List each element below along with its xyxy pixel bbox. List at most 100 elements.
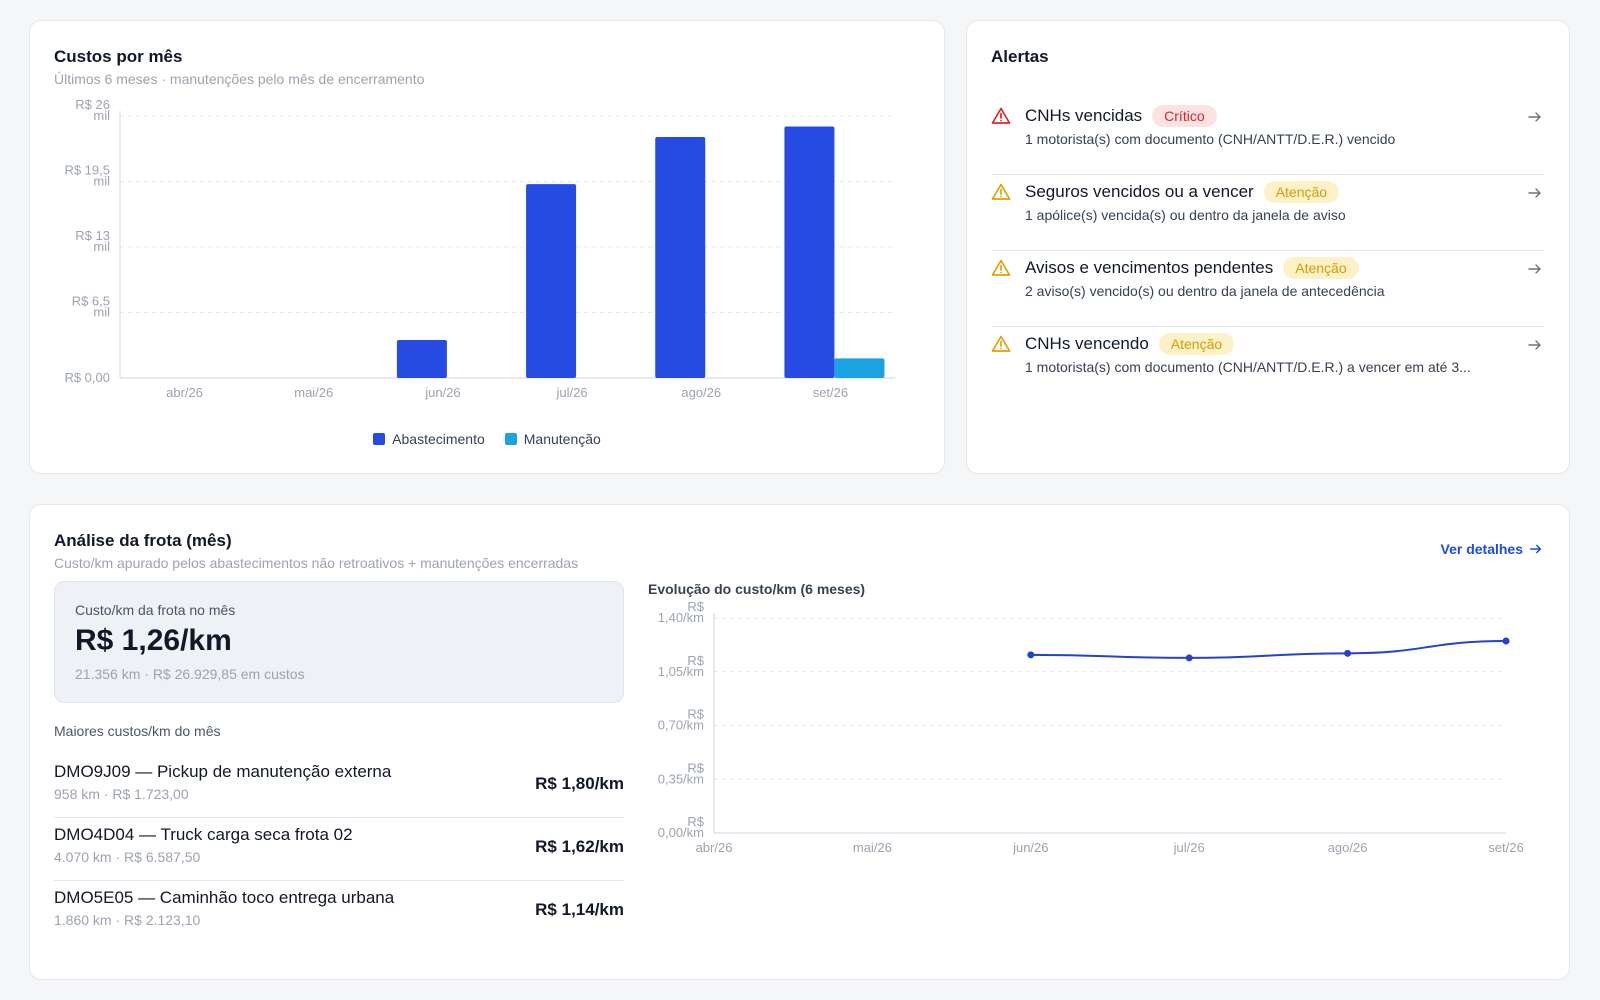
data-point <box>1185 654 1193 662</box>
x-tick-label: jul/26 <box>556 385 588 400</box>
alert-triangle-icon <box>991 183 1011 200</box>
y-tick-label: R$ 26 mil <box>75 97 110 123</box>
view-details-label: Ver detalhes <box>1440 541 1524 557</box>
alert-title: CNHs vencidas <box>1025 106 1143 125</box>
alert-triangle-icon <box>991 335 1011 352</box>
bar-fuel <box>526 184 577 378</box>
data-point <box>1502 637 1510 645</box>
list-item[interactable]: DMO4D04 — Truck carga seca frota 02 4.07… <box>54 818 624 881</box>
bar-fuel <box>784 126 835 378</box>
alerts-title: Alertas <box>991 47 1049 66</box>
fleet-analysis-card: Análise da frota (mês) Custo/km apurado … <box>29 504 1570 980</box>
x-tick-label: set/26 <box>813 385 848 400</box>
x-tick-label: abr/26 <box>696 840 733 855</box>
alert-head: CNHs vencidas Crítico <box>1025 105 1217 127</box>
data-point <box>1027 651 1035 659</box>
x-tick-label: abr/26 <box>166 385 203 400</box>
legend-swatch-fuel <box>373 433 386 445</box>
alert-title: Avisos e vencimentos pendentes <box>1025 258 1274 277</box>
x-tick-label: mai/26 <box>853 840 892 855</box>
arrow-right-icon[interactable] <box>1527 185 1543 201</box>
y-tick-label: R$ 0,35/km <box>658 760 705 786</box>
metric-label: Custo/km da frota no mês <box>75 602 236 618</box>
top-costs-list: DMO9J09 — Pickup de manutenção externa 9… <box>54 755 624 944</box>
vehicle-cost-per-km: R$ 1,14/km <box>535 900 624 919</box>
bar-fuel <box>655 136 706 378</box>
status-badge: Atenção <box>1158 333 1235 355</box>
line-chart-title: Evolução do custo/km (6 meses) <box>648 581 866 597</box>
vehicle-stats: 958 km · R$ 1.723,00 <box>54 786 189 802</box>
top-costs-label: Maiores custos/km do mês <box>54 723 221 739</box>
fleet-cost-metric: Custo/km da frota no mês R$ 1,26/km 21.3… <box>54 581 624 703</box>
fleet-title: Análise da frota (mês) <box>54 531 232 550</box>
arrow-right-icon <box>1529 544 1542 554</box>
costs-bar-chart: R$ 0,00 R$ 6,5 mil R$ 13 mil R$ 19,5 mil R$ 26 m… <box>64 97 895 400</box>
costs-title: Custos por mês <box>54 47 183 66</box>
y-tick-label: R$ 1,05/km <box>658 653 705 679</box>
x-tick-label: ago/26 <box>1328 840 1368 855</box>
vehicle-stats: 4.070 km · R$ 6.587,50 <box>54 849 201 865</box>
alert-title: Seguros vencidos ou a vencer <box>1025 182 1254 201</box>
metric-subtext: 21.356 km · R$ 26.929,85 em custos <box>75 666 305 682</box>
arrow-right-icon[interactable] <box>1527 337 1543 353</box>
alert-head: CNHs vencendo Atenção <box>1025 333 1235 355</box>
alert-item[interactable]: CNHs vencidas Crítico 1 motorista(s) com… <box>991 99 1545 175</box>
alert-head: Seguros vencidos ou a vencer Atenção <box>1025 181 1340 203</box>
status-badge: Atenção <box>1263 181 1340 203</box>
vehicle-name: DMO5E05 — Caminhão toco entrega urbana <box>54 888 395 907</box>
arrow-right-icon[interactable] <box>1527 109 1543 125</box>
vehicle-stats: 1.860 km · R$ 2.123,10 <box>54 912 201 928</box>
legend-swatch-maintenance <box>504 433 517 445</box>
x-tick-label: jun/26 <box>424 385 460 400</box>
y-tick-label: R$ 1,40/km <box>658 599 705 625</box>
bar-fuel <box>396 340 447 378</box>
vehicle-name: DMO9J09 — Pickup de manutenção externa <box>54 762 392 781</box>
alert-title: CNHs vencendo <box>1025 334 1149 353</box>
y-tick-label: R$ 0,70/km <box>658 707 705 733</box>
alert-description: 1 motorista(s) com documento (CNH/ANTT/D… <box>1025 131 1396 147</box>
y-tick-label: R$ 0,00 <box>64 370 110 385</box>
x-tick-label: jul/26 <box>1173 840 1205 855</box>
x-tick-label: jun/26 <box>1012 840 1048 855</box>
alert-item[interactable]: CNHs vencendo Atenção 1 motorista(s) com… <box>991 327 1545 403</box>
alert-description: 1 motorista(s) com documento (CNH/ANTT/D… <box>1025 359 1471 375</box>
y-tick-label: R$ 6,5 mil <box>72 294 110 320</box>
metric-value: R$ 1,26/km <box>75 624 232 657</box>
x-tick-label: mai/26 <box>294 385 333 400</box>
costs-card: Custos por mês Últimos 6 meses · manuten… <box>29 20 945 474</box>
vehicle-cost-per-km: R$ 1,80/km <box>535 774 624 793</box>
alert-description: 2 aviso(s) vencido(s) ou dentro da janel… <box>1025 283 1385 299</box>
x-tick-label: set/26 <box>1488 840 1523 855</box>
status-badge: Crítico <box>1152 105 1217 127</box>
legend-label-fuel: Abastecimento <box>392 431 485 447</box>
view-details-link[interactable]: Ver detalhes <box>1441 541 1544 557</box>
arrow-right-icon[interactable] <box>1527 261 1543 277</box>
alerts-list: CNHs vencidas Crítico 1 motorista(s) com… <box>991 99 1545 403</box>
alerts-card: Alertas CNHs vencidas Crítico 1 motorist… <box>966 20 1570 474</box>
alert-item[interactable]: Seguros vencidos ou a vencer Atenção 1 a… <box>991 175 1545 251</box>
status-badge: Atenção <box>1283 257 1359 279</box>
vehicle-cost-per-km: R$ 1,62/km <box>535 837 624 856</box>
y-tick-label: R$ 19,5 mil <box>64 163 110 189</box>
y-tick-label: R$ 13 mil <box>75 228 110 254</box>
bar-maintenance <box>834 358 885 378</box>
y-tick-label: R$ 0,00/km <box>658 814 705 840</box>
alert-triangle-icon <box>991 107 1011 124</box>
legend-item-maintenance[interactable]: Manutenção <box>504 431 601 447</box>
data-point <box>1344 649 1352 657</box>
fleet-subtitle: Custo/km apurado pelos abastecimentos nã… <box>54 555 579 571</box>
legend-item-fuel[interactable]: Abastecimento <box>373 431 485 447</box>
series-line <box>1030 640 1507 659</box>
cost-per-km-line-chart: R$ 0,00/km R$ 0,35/km R$ 0,70/km R$ 1,05/km R$ 1,… <box>658 599 1524 855</box>
alert-head: Avisos e vencimentos pendentes Atenção <box>1025 257 1359 279</box>
list-item[interactable]: DMO5E05 — Caminhão toco entrega urbana 1… <box>54 881 624 944</box>
alert-description: 1 apólice(s) vencida(s) ou dentro da jan… <box>1025 207 1346 223</box>
legend-label-maintenance: Manutenção <box>523 431 601 447</box>
costs-legend: Abastecimento Manutenção <box>30 431 944 447</box>
alert-item[interactable]: Avisos e vencimentos pendentes Atenção 2… <box>991 251 1545 327</box>
vehicle-name: DMO4D04 — Truck carga seca frota 02 <box>54 825 353 844</box>
alert-triangle-icon <box>991 259 1011 276</box>
x-tick-label: ago/26 <box>681 385 721 400</box>
list-item[interactable]: DMO9J09 — Pickup de manutenção externa 9… <box>54 755 624 818</box>
costs-subtitle: Últimos 6 meses · manutenções pelo mês d… <box>54 71 425 87</box>
